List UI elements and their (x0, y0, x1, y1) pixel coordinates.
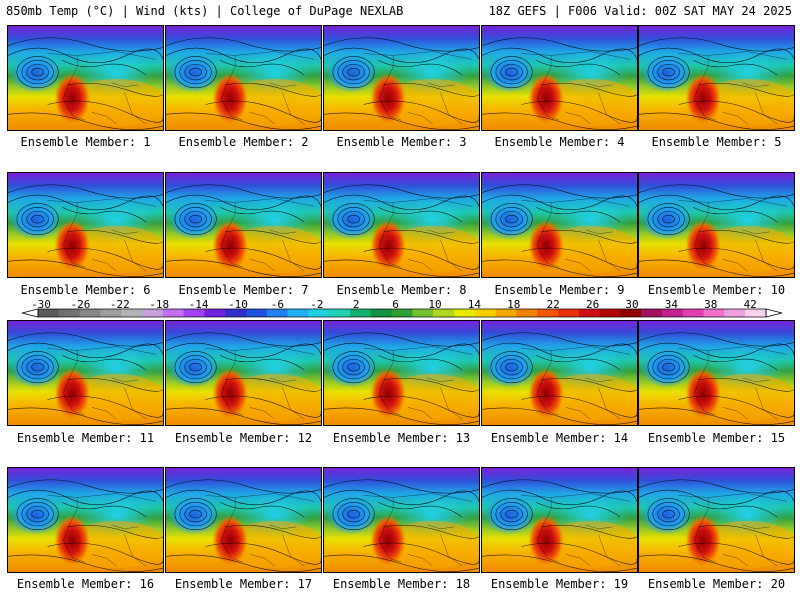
ensemble-label-7: Ensemble Member: 7 (178, 283, 309, 297)
ensemble-label-9: Ensemble Member: 9 (494, 283, 625, 297)
colorbar-tick-label: 14 (467, 298, 482, 311)
colorbar-swatch (329, 309, 351, 317)
colorbar-tick-label: 10 (428, 298, 442, 311)
ensemble-map-1 (7, 25, 164, 131)
ensemble-map-8 (323, 172, 480, 278)
ensemble-label-13: Ensemble Member: 13 (332, 431, 471, 445)
ensemble-map-15 (638, 320, 795, 426)
ensemble-label-12: Ensemble Member: 12 (174, 431, 313, 445)
ensemble-map-19 (481, 467, 638, 573)
colorbar-tick-label: 18 (507, 298, 521, 311)
ensemble-map-2 (165, 25, 322, 131)
ensemble-label-2: Ensemble Member: 2 (178, 135, 309, 149)
ensemble-label-3: Ensemble Member: 3 (336, 135, 467, 149)
ensemble-label-15: Ensemble Member: 15 (647, 431, 786, 445)
colorbar-tick-label: -26 (70, 298, 91, 311)
colorbar-swatch (599, 309, 621, 317)
ensemble-map-7 (165, 172, 322, 278)
colorbar-swatch (724, 309, 746, 317)
ensemble-map-11 (7, 320, 164, 426)
colorbar-swatch (641, 309, 663, 317)
colorbar-tick-label: 22 (546, 298, 560, 311)
ensemble-map-13 (323, 320, 480, 426)
colorbar-swatch (246, 309, 268, 317)
colorbar-border (37, 308, 767, 318)
colorbar-tick-label: 42 (743, 298, 757, 311)
colorbar-tick-label: -22 (109, 298, 130, 311)
ensemble-label-1: Ensemble Member: 1 (20, 135, 151, 149)
colorbar-tick-label: 2 (352, 298, 360, 311)
colorbar-tick-label: -14 (188, 298, 209, 311)
ensemble-label-4: Ensemble Member: 4 (494, 135, 625, 149)
colorbar-swatch (558, 309, 580, 317)
ensemble-label-5: Ensemble Member: 5 (651, 135, 782, 149)
ensemble-label-17: Ensemble Member: 17 (174, 577, 313, 591)
ensemble-map-16 (7, 467, 164, 573)
colorbar-tick-label: -10 (228, 298, 248, 311)
colorbar-swatch (287, 309, 309, 317)
colorbar-swatch (682, 309, 705, 317)
page-title: 850mb Temp (°C) | Wind (kts) | College o… (6, 4, 404, 18)
ensemble-label-14: Ensemble Member: 14 (490, 431, 629, 445)
colorbar-tick-label: 34 (664, 298, 679, 311)
ensemble-label-19: Ensemble Member: 19 (490, 577, 629, 591)
ensemble-label-8: Ensemble Member: 8 (336, 283, 467, 297)
ensemble-label-16: Ensemble Member: 16 (16, 577, 155, 591)
colorbar-tick-label: 26 (585, 298, 600, 311)
ensemble-map-9 (481, 172, 638, 278)
colorbar-tick-label: 6 (392, 298, 399, 311)
ensemble-label-20: Ensemble Member: 20 (647, 577, 786, 591)
colorbar-tick-label: -18 (149, 298, 170, 311)
valid-time: 18Z GEFS | F006 Valid: 00Z SAT MAY 24 20… (488, 4, 792, 18)
ensemble-label-18: Ensemble Member: 18 (332, 577, 471, 591)
colorbar-swatch (370, 309, 393, 317)
ensemble-map-12 (165, 320, 322, 426)
colorbar-tick-label: -30 (31, 298, 51, 311)
ensemble-map-14 (481, 320, 638, 426)
ensemble-label-6: Ensemble Member: 6 (20, 283, 151, 297)
ensemble-map-3 (323, 25, 480, 131)
ensemble-map-20 (638, 467, 795, 573)
ensemble-map-6 (7, 172, 164, 278)
colorbar-right-arrow (765, 308, 783, 318)
ensemble-map-5 (638, 25, 795, 131)
colorbar-tick-label: 30 (625, 298, 639, 311)
ensemble-label-11: Ensemble Member: 11 (16, 431, 155, 445)
ensemble-label-10: Ensemble Member: 10 (647, 283, 786, 297)
ensemble-map-10 (638, 172, 795, 278)
colorbar-tick-label: -6 (270, 298, 285, 311)
colorbar-tick-label: 38 (704, 298, 718, 311)
ensemble-map-4 (481, 25, 638, 131)
colorbar-tick-label: -2 (310, 298, 324, 311)
ensemble-map-17 (165, 467, 322, 573)
ensemble-map-18 (323, 467, 480, 573)
